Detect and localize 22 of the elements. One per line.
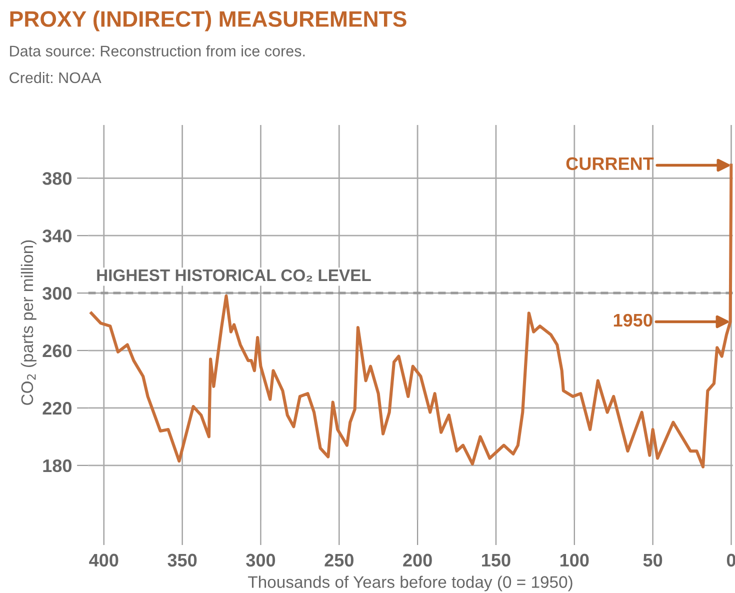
text: Credit: NOAA — [10, 72, 102, 84]
x-tick-label: 50 — [643, 554, 662, 567]
x-tick-label: 350 — [168, 554, 197, 567]
y-axis-title: CO$_{2}$ (parts per million) — [20, 240, 36, 405]
chart-title: PROXY (INDIRECT) MEASUREMENTS — [10, 10, 406, 32]
x-axis-title: Thousands of Years before today (0 = 1950) — [248, 576, 572, 592]
x-tick-label: 300 — [246, 554, 276, 567]
x-tick-label: 250 — [324, 554, 354, 567]
y-tick-label: 300 — [42, 286, 72, 300]
annotation: 1950 — [614, 314, 652, 327]
ref-line-label: HIGHEST HISTORICAL CO₂ LEVEL — [97, 269, 371, 282]
y-tick-label: 380 — [42, 172, 72, 185]
chart-subtitle: Data source: Reconstruction from ice cores. — [10, 45, 305, 56]
x-tick-label: 100 — [560, 554, 589, 567]
y-tick-label: 340 — [42, 230, 72, 242]
y-tick-label: 220 — [42, 402, 72, 415]
annotation: CURRENT — [566, 157, 654, 170]
x-tick-label: 400 — [89, 554, 118, 567]
y-tick-label: 180 — [43, 459, 72, 472]
x-tick-label: 200 — [403, 554, 432, 567]
y-tick-label: 260 — [42, 344, 72, 358]
x-tick-label: 150 — [482, 554, 510, 567]
